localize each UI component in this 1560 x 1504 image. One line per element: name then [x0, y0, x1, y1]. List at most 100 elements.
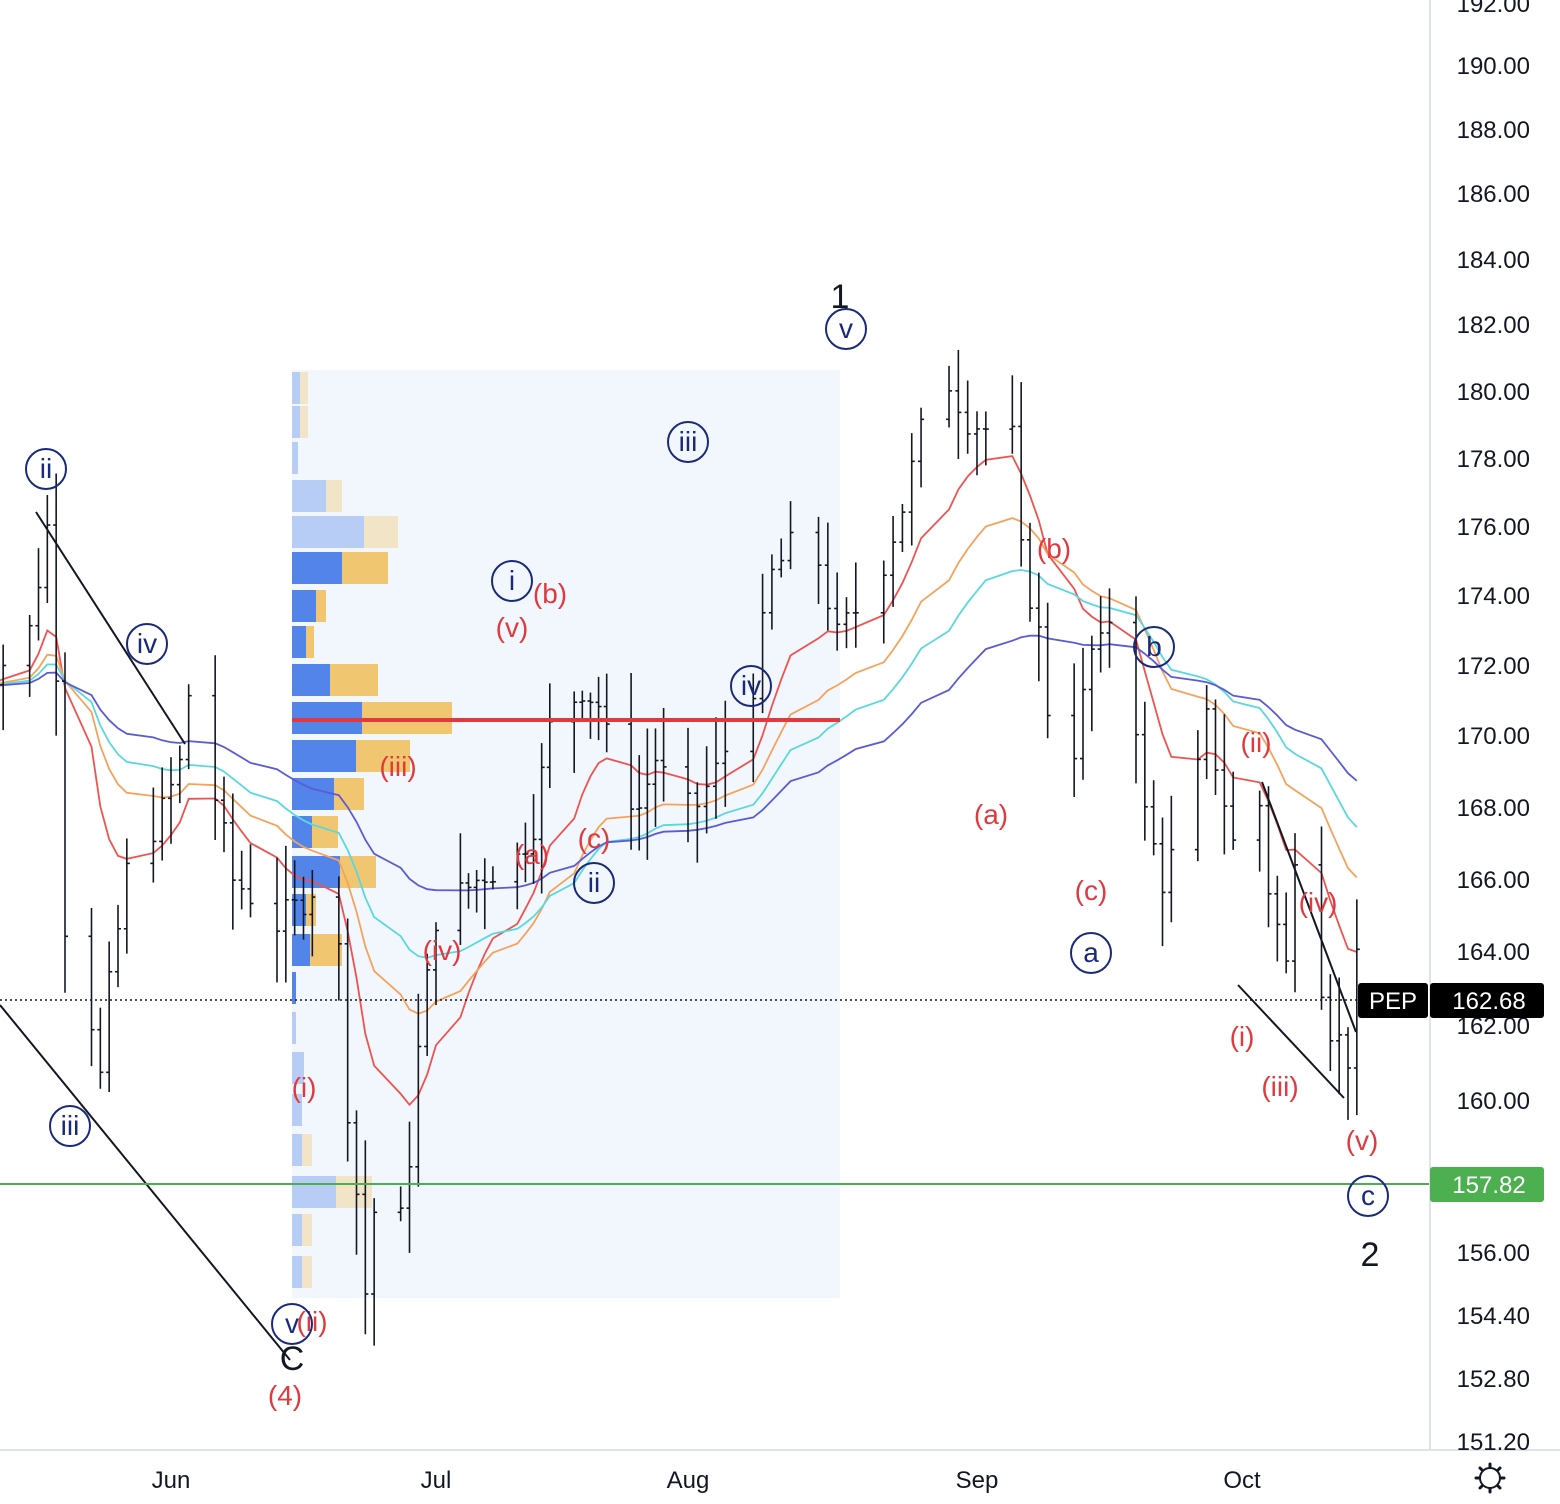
volume-profile-bar-down [310, 934, 342, 966]
wave-label-red: (iii) [379, 751, 416, 782]
price-tick-label: 178.00 [1457, 446, 1530, 473]
volume-profile-bar-up [292, 740, 356, 772]
wave-circle-blue [825, 308, 867, 350]
volume-profile-bar-down [356, 740, 410, 772]
wave-circle-blue [573, 862, 615, 904]
volume-profile-bar-down [334, 778, 364, 810]
wave-circle-blue [25, 448, 67, 490]
volume-profile-bar-down [326, 480, 342, 512]
wave-label-red: (b) [533, 578, 567, 609]
volume-profile-bar-down [300, 406, 308, 438]
wave-circle-blue [667, 421, 709, 463]
volume-profile-bar-up [292, 664, 330, 696]
price-tick-label: 152.80 [1457, 1366, 1530, 1393]
time-tick-label: Oct [1223, 1467, 1261, 1494]
wave-label-blue: a [1083, 937, 1099, 968]
wave-label-black: 2 [1361, 1236, 1380, 1274]
volume-profile-bar-down [364, 516, 398, 548]
ma-slow-line [0, 569, 1358, 959]
wave-label-red: (i) [292, 1072, 317, 1103]
wave-label-red: (4) [268, 1380, 302, 1411]
trendline-wedge-lower-right [1237, 984, 1345, 1099]
time-tick-label: Jul [421, 1467, 452, 1494]
time-tick-label: Jun [152, 1467, 191, 1494]
wave-annotations: (b)(v)(iii)(a)(c)(iv)(i)(ii)(4)(b)(a)(c)… [25, 278, 1389, 1411]
volume-profile-bar-up [292, 1214, 302, 1246]
price-tick-label: 160.00 [1457, 1088, 1530, 1115]
volume-profile-bar-down [316, 590, 326, 622]
trendline-wedge-lower-left [0, 1004, 291, 1361]
volume-profile-bar-down [302, 1134, 312, 1166]
target-price-label: 157.82 [1452, 1172, 1525, 1199]
wave-circle-blue [730, 665, 772, 707]
time-axis[interactable]: Jun Jul Aug Sep Oct [152, 1467, 1261, 1494]
wave-label-black: C [280, 1340, 305, 1378]
volume-profile-bar-down [302, 1256, 312, 1288]
last-price-label: 162.68 [1452, 988, 1525, 1015]
wave-label-blue: ii [40, 453, 52, 484]
price-tick-label: 184.00 [1457, 247, 1530, 274]
wave-circle-blue [1347, 1175, 1389, 1217]
wave-label-red: (iv) [1299, 887, 1338, 918]
volume-profile-bar-up [292, 626, 306, 658]
wave-label-red: (v) [1346, 1125, 1379, 1156]
wave-label-red: (iv) [423, 935, 462, 966]
price-tick-label: 176.00 [1457, 514, 1530, 541]
price-tick-label: 168.00 [1457, 795, 1530, 822]
wave-label-blue: i [509, 565, 515, 596]
wave-circle-blue [1070, 932, 1112, 974]
price-tick-label: 151.20 [1457, 1429, 1530, 1456]
wave-label-red: (c) [1075, 875, 1108, 906]
wave-label-blue: b [1146, 631, 1162, 662]
volume-profile-bar-up [292, 894, 306, 926]
price-tick-label: 192.00 [1457, 0, 1530, 18]
wave-circle-blue [491, 560, 533, 602]
volume-profile-bar-up [292, 816, 312, 848]
symbol-price-tag: PEP 162.68 [1358, 983, 1544, 1018]
price-axis[interactable]: 192.00 190.00 188.00 186.00 184.00 182.00 180.… [1457, 0, 1530, 1456]
volume-profile-bar-down [306, 626, 314, 658]
volume-profile-bar-up [292, 590, 316, 622]
volume-profile-bar-up [292, 552, 342, 584]
volume-profile-bar-up [292, 934, 310, 966]
volume-profile-bar-up [292, 1176, 336, 1208]
volume-profile-bar-up [292, 406, 300, 438]
wave-label-red: (a) [974, 799, 1008, 830]
price-tick-label: 172.00 [1457, 653, 1530, 680]
wave-circle-blue [271, 1303, 313, 1345]
wave-circle-blue [1133, 626, 1175, 668]
volume-profile-bar-down [336, 1176, 372, 1208]
price-tick-label: 190.00 [1457, 53, 1530, 80]
symbol-label: PEP [1369, 988, 1417, 1015]
wave-label-blue: ii [588, 867, 600, 898]
ohlc-bars [0, 349, 1360, 1346]
price-tick-label: 182.00 [1457, 312, 1530, 339]
price-tick-label: 174.00 [1457, 583, 1530, 610]
time-tick-label: Aug [667, 1467, 710, 1494]
volume-profile-bar-down [330, 664, 378, 696]
settings-gear-icon[interactable] [1474, 1462, 1506, 1494]
volume-profile-bar-down [302, 1214, 312, 1246]
price-tick-label: 156.00 [1457, 1240, 1530, 1267]
wave-label-blue: iii [61, 1110, 80, 1141]
ma-fast-line [0, 455, 1358, 1107]
volume-profile-bar-up [292, 372, 300, 404]
wave-circle-blue [126, 623, 168, 665]
price-tick-label: 188.00 [1457, 117, 1530, 144]
volume-profile-bar-down [342, 552, 388, 584]
price-tick-label: 164.00 [1457, 939, 1530, 966]
trendline-wedge-upper-left [35, 511, 186, 745]
wave-label-black: 1 [831, 278, 850, 316]
wave-label-red: (a) [515, 839, 549, 870]
wave-label-red: (iii) [1261, 1071, 1298, 1102]
volume-profile-bar-down [340, 856, 376, 888]
wave-label-red: (b) [1037, 533, 1071, 564]
volume-profile-bar-up [292, 1094, 302, 1126]
volume-profile-bar-up [292, 442, 298, 474]
time-tick-label: Sep [956, 1467, 999, 1494]
volume-profile-bar-up [292, 480, 326, 512]
wave-label-blue: iv [741, 670, 761, 701]
wave-label-red: (c) [578, 823, 611, 854]
price-tick-label: 180.00 [1457, 379, 1530, 406]
